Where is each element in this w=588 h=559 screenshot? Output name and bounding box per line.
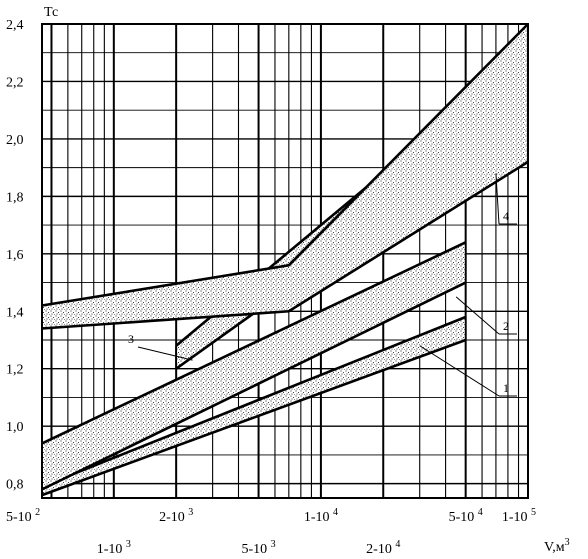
band-label-3: 3 [128, 332, 134, 346]
x-tick-label-bottom: 2-10 4 [366, 539, 400, 557]
x-tick-label-top-sup: 4 [333, 507, 338, 518]
band-4-upper-line [41, 23, 529, 307]
band-label-4: 4 [503, 209, 509, 223]
x-tick-label-top-sup: 5 [531, 507, 536, 518]
band-1-leader [419, 345, 500, 397]
x-tick-label-bottom: 1-10 3 [97, 539, 131, 557]
y-tick-label: 2,2 [6, 75, 24, 90]
y-tick-labels: 0,8 1,0 1,2 1,4 1,6 1,8 2,0 2,2 2,4 [6, 18, 24, 493]
y-tick-label: 1,4 [6, 305, 24, 320]
plot-frame [41, 23, 529, 499]
x-tick-label-top-text: 2-10 [159, 510, 188, 525]
x-tick-labels: 5-10 2 2-10 3 1-10 4 5-10 4 1-10 51-10 3 5-10… [6, 507, 536, 557]
y-tick-label: 1,6 [6, 248, 24, 263]
band-label-1: 1 [503, 381, 509, 395]
band-4-leader [495, 173, 500, 225]
band-2-upper-line [41, 241, 467, 445]
y-tick-label: 2,0 [6, 133, 24, 148]
band-2-lower-line [41, 281, 467, 491]
x-tick-label-top-text: 1-10 [304, 510, 333, 525]
band-1-lower-line [41, 338, 467, 497]
x-axis-label: V,м3 [544, 537, 570, 555]
x-tick-label-bottom: 5-10 3 [241, 539, 275, 557]
x-tick-label-top-text: 1-10 [502, 510, 531, 525]
x-tick-label-top: 5-10 4 [449, 507, 483, 525]
band-2-area [42, 242, 466, 490]
x-tick-label-bottom-text: 1-10 [97, 542, 126, 557]
band-3-leader [137, 346, 193, 361]
band-1-upper-line [41, 315, 467, 488]
x-tick-label-bottom-sup: 3 [126, 539, 131, 550]
y-tick-label: 0,8 [6, 478, 24, 493]
x-tick-label-top: 5-10 2 [6, 507, 40, 525]
x-tick-label-top: 1-10 5 [502, 507, 536, 525]
x-axis-label-sup: 3 [565, 537, 570, 548]
y-tick-label: 2,4 [6, 18, 24, 33]
band-1-area [42, 317, 466, 496]
x-tick-label-bottom-sup: 4 [395, 539, 400, 550]
x-tick-label-top: 2-10 3 [159, 507, 193, 525]
x-tick-label-top-sup: 3 [188, 507, 193, 518]
x-tick-label-top-sup: 2 [35, 507, 40, 518]
band-label-2: 2 [503, 319, 509, 333]
y-tick-label: 1,0 [6, 420, 24, 435]
x-tick-label-top-sup: 4 [478, 507, 483, 518]
plot-border [41, 23, 529, 499]
x-tick-label-bottom-text: 5-10 [241, 542, 270, 557]
y-axis-label: Тс [44, 5, 58, 20]
x-tick-label-top: 1-10 4 [304, 507, 338, 525]
band-2-leader [455, 296, 500, 335]
x-tick-label-bottom-text: 2-10 [366, 542, 395, 557]
y-tick-label: 1,2 [6, 363, 24, 378]
bands [41, 23, 529, 497]
y-tick-label: 1,8 [6, 190, 24, 205]
x-tick-label-top-text: 5-10 [449, 510, 478, 525]
band-4-lower-line [41, 160, 529, 330]
x-axis-label-text: V,м [544, 540, 565, 555]
band-labels: 1 2 3 4 [128, 173, 517, 397]
x-tick-label-bottom-sup: 3 [271, 539, 276, 550]
x-tick-label-top-text: 5-10 [6, 510, 35, 525]
